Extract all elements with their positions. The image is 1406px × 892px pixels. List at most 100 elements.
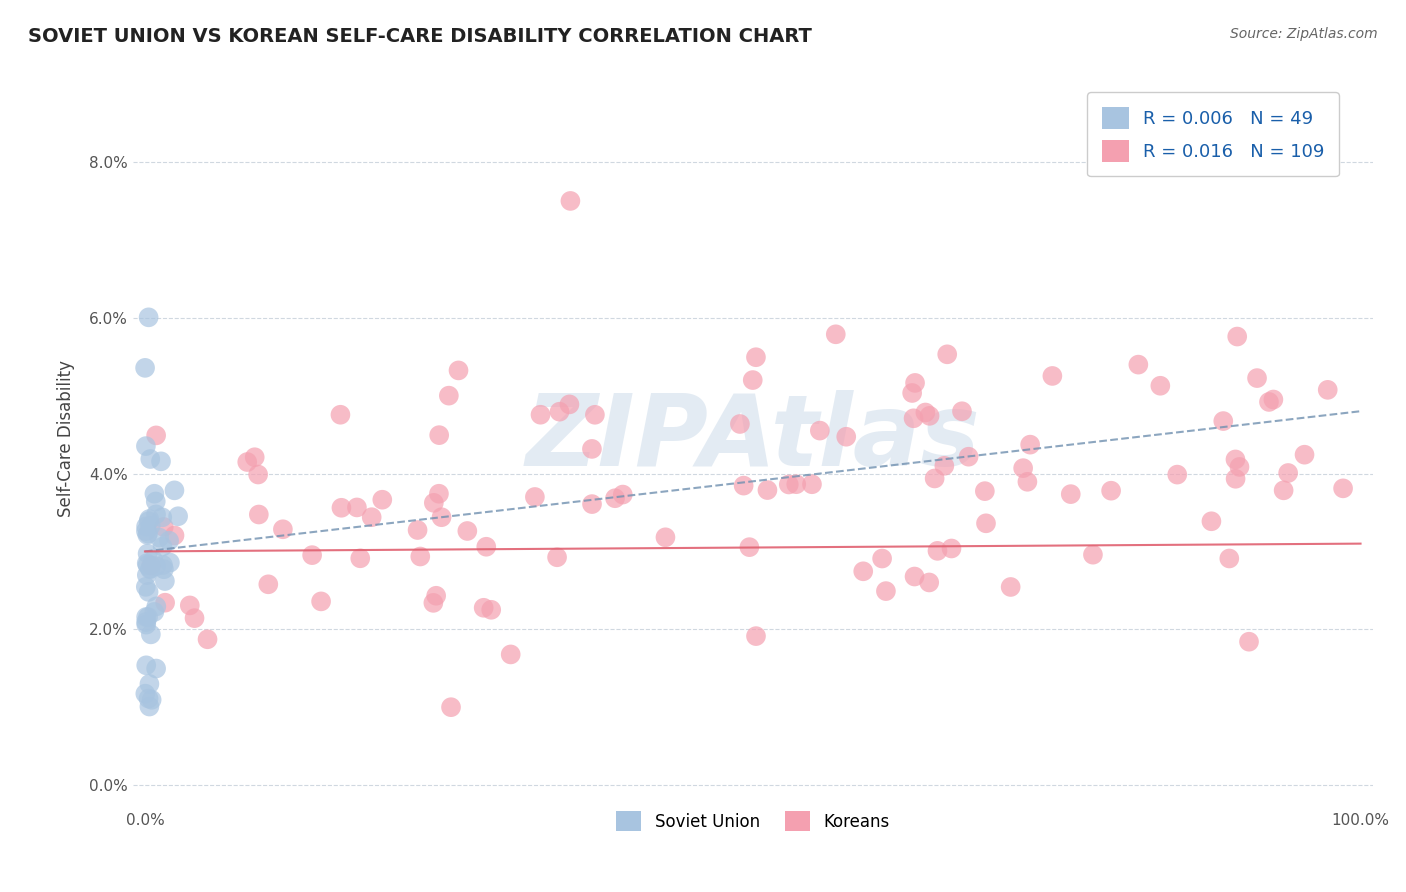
Point [430, 510, 453, 524]
Point [1294, 448, 1316, 462]
Point [918, 409, 941, 423]
Point [612, 487, 634, 501]
Point [738, 540, 761, 554]
Point [523, 490, 546, 504]
Point [150, 510, 173, 524]
Point [139, 561, 162, 575]
Point [852, 564, 875, 578]
Point [138, 310, 160, 325]
Point [1128, 358, 1150, 372]
Point [924, 471, 946, 485]
Point [138, 585, 160, 599]
Point [427, 487, 450, 501]
Point [138, 512, 160, 526]
Point [136, 526, 159, 541]
Point [1012, 461, 1035, 475]
Point [903, 411, 925, 425]
Point [808, 424, 831, 438]
Point [135, 568, 157, 582]
Point [581, 442, 603, 456]
Point [409, 549, 432, 564]
Point [941, 541, 963, 556]
Point [135, 439, 157, 453]
Point [603, 491, 626, 506]
Point [918, 575, 941, 590]
Point [145, 599, 167, 614]
Point [139, 452, 162, 467]
Point [138, 699, 160, 714]
Point [1225, 452, 1247, 467]
Point [135, 658, 157, 673]
Point [1000, 580, 1022, 594]
Point [159, 556, 181, 570]
Point [427, 428, 450, 442]
Point [974, 516, 997, 531]
Point [927, 544, 949, 558]
Point [138, 514, 160, 528]
Point [329, 408, 352, 422]
Point [745, 350, 768, 364]
Point [301, 548, 323, 562]
Point [135, 519, 157, 533]
Point [1201, 514, 1223, 528]
Point [875, 584, 897, 599]
Point [139, 627, 162, 641]
Point [145, 559, 167, 574]
Point [139, 558, 162, 573]
Point [153, 574, 176, 588]
Point [546, 550, 568, 565]
Point [456, 524, 478, 538]
Point [148, 531, 170, 545]
Point [1229, 459, 1251, 474]
Point [349, 551, 371, 566]
Point [1258, 395, 1281, 409]
Point [1272, 483, 1295, 498]
Point [1277, 466, 1299, 480]
Text: Source: ZipAtlas.com: Source: ZipAtlas.com [1230, 27, 1378, 41]
Point [163, 483, 186, 498]
Point [330, 500, 353, 515]
Point [167, 509, 190, 524]
Point [741, 373, 763, 387]
Point [1225, 472, 1247, 486]
Point [236, 455, 259, 469]
Point [835, 430, 858, 444]
Point [135, 524, 157, 538]
Point [157, 533, 180, 548]
Point [1081, 548, 1104, 562]
Point [153, 562, 176, 576]
Point [346, 500, 368, 515]
Point [1019, 437, 1042, 451]
Point [145, 661, 167, 675]
Point [870, 551, 893, 566]
Point [1099, 483, 1122, 498]
Point [422, 596, 444, 610]
Point [437, 389, 460, 403]
Point [1263, 392, 1285, 407]
Point [243, 450, 266, 465]
Point [153, 596, 176, 610]
Point [197, 632, 219, 647]
Point [1149, 378, 1171, 392]
Point [558, 397, 581, 411]
Point [141, 692, 163, 706]
Point [1246, 371, 1268, 385]
Point [1316, 383, 1339, 397]
Point [733, 478, 755, 492]
Point [143, 487, 166, 501]
Point [785, 477, 807, 491]
Legend: Soviet Union, Koreans: Soviet Union, Koreans [603, 797, 903, 845]
Point [183, 611, 205, 625]
Point [145, 428, 167, 442]
Point [583, 408, 606, 422]
Point [135, 556, 157, 570]
Point [914, 405, 936, 419]
Point [903, 569, 925, 583]
Point [901, 386, 924, 401]
Point [560, 194, 582, 208]
Point [136, 610, 159, 624]
Point [475, 540, 498, 554]
Point [309, 594, 332, 608]
Point [1331, 481, 1354, 495]
Point [548, 405, 571, 419]
